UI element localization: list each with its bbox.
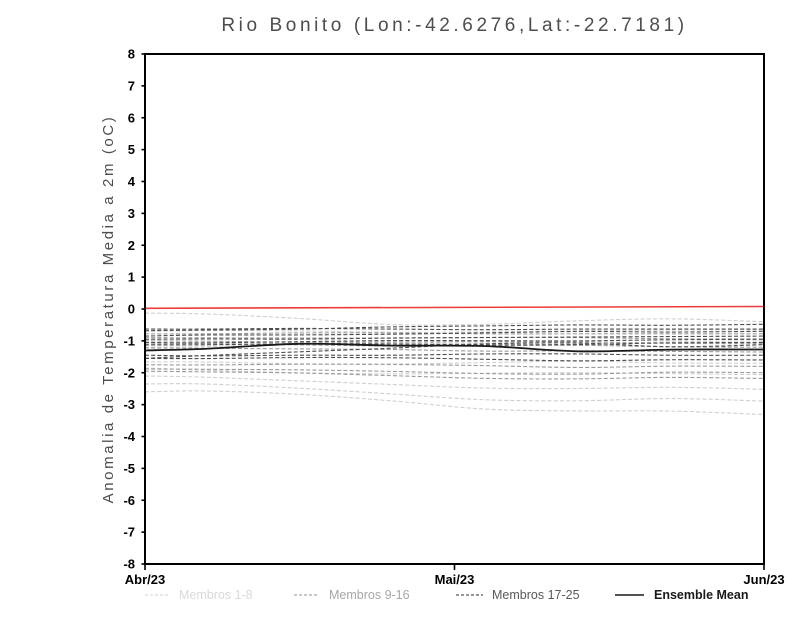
svg-text:3: 3 <box>128 206 135 221</box>
svg-text:-2: -2 <box>123 365 135 380</box>
svg-text:-3: -3 <box>123 397 135 412</box>
svg-text:-7: -7 <box>123 525 135 540</box>
svg-text:-1: -1 <box>123 333 135 348</box>
svg-text:Ensemble Mean: Ensemble Mean <box>654 588 748 602</box>
svg-text:4: 4 <box>128 174 136 189</box>
svg-text:Membros 17-25: Membros 17-25 <box>492 588 580 602</box>
svg-text:0: 0 <box>128 302 135 317</box>
svg-text:7: 7 <box>128 78 135 93</box>
svg-text:Anomalia de Temperatura Media: Anomalia de Temperatura Media a 2m (oC) <box>100 115 117 504</box>
svg-text:Abr/23: Abr/23 <box>125 572 165 587</box>
svg-text:Rio Bonito (Lon:-42.6276,Lat:-: Rio Bonito (Lon:-42.6276,Lat:-22.7181) <box>221 15 687 36</box>
svg-text:6: 6 <box>128 110 135 125</box>
svg-text:Membros 9-16: Membros 9-16 <box>329 588 410 602</box>
svg-text:1: 1 <box>128 270 135 285</box>
svg-text:5: 5 <box>128 142 135 157</box>
svg-text:-5: -5 <box>123 461 135 476</box>
svg-text:8: 8 <box>128 47 135 62</box>
svg-text:-8: -8 <box>123 557 135 572</box>
svg-text:-6: -6 <box>123 493 135 508</box>
svg-text:Jun/23: Jun/23 <box>743 572 784 587</box>
svg-text:2: 2 <box>128 238 135 253</box>
svg-text:Mai/23: Mai/23 <box>435 572 475 587</box>
svg-text:Membros 1-8: Membros 1-8 <box>179 588 253 602</box>
svg-text:-4: -4 <box>123 429 135 444</box>
